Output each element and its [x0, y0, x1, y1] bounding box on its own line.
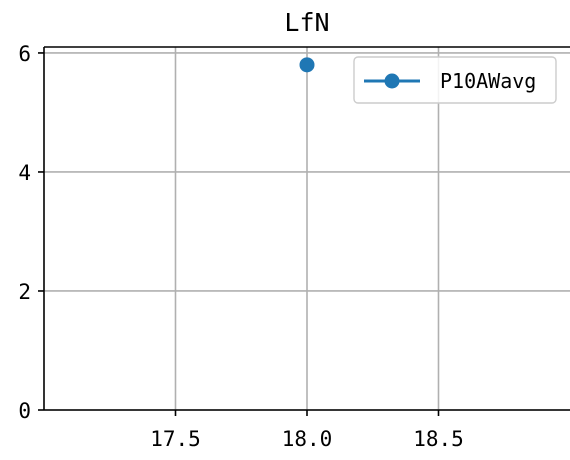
chart-title: LfN [284, 8, 329, 37]
data-series [299, 57, 315, 73]
y-tick-label: 0 [18, 399, 31, 423]
data-point [299, 57, 315, 73]
legend-label: P10AWavg [440, 69, 536, 93]
legend-marker-swatch [384, 73, 400, 89]
x-tick-label: 17.5 [150, 427, 201, 451]
legend: P10AWavg [353, 56, 557, 104]
x-tick-label: 18.5 [413, 427, 464, 451]
tick-labels: 17.5 18.0 18.5 0 2 4 6 [18, 42, 463, 451]
legend-box [353, 56, 557, 104]
y-tick-label: 4 [18, 161, 31, 185]
x-tick-label: 18.0 [282, 427, 333, 451]
y-tick-label: 6 [18, 42, 31, 66]
y-tick-label: 2 [18, 280, 31, 304]
axes [38, 46, 570, 416]
